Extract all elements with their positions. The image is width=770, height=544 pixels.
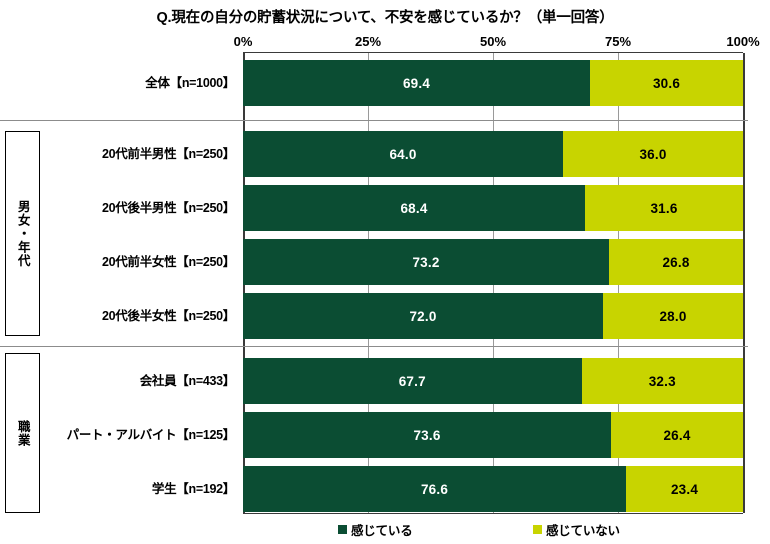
bar-value-label: 23.4 [670,481,699,497]
legend-label: 感じている [351,524,413,538]
bar-segment: 30.6 [590,60,743,106]
bar-segment: 28.0 [603,293,743,339]
bar-segment: 36.0 [563,131,743,177]
x-axis-tick: 50% [479,34,507,49]
stacked-bar: 69.4 30.6 [243,60,743,106]
bar-segment: 31.6 [585,185,743,231]
bar-value-label: 72.0 [409,308,437,324]
bar-segment: 73.6 [243,412,611,458]
legend-item[interactable]: 感じていない [533,520,620,539]
bar-value-label: 36.0 [639,146,667,162]
group-bracket: 職業 [5,353,40,513]
bar-value-label: 67.7 [398,373,426,389]
bar-value-label: 31.6 [650,200,678,216]
legend-item[interactable]: 感じている [338,520,413,539]
bar-value-label: 26.4 [663,427,691,443]
row-label: 会社員【n=433】 [139,374,236,388]
row-label: 全体【n=1000】 [145,76,235,90]
bar-segment: 23.4 [626,466,743,512]
section-divider [0,120,748,121]
bar-segment: 26.4 [611,412,743,458]
bar-segment: 68.4 [243,185,585,231]
bar-segment: 64.0 [243,131,563,177]
legend-swatch-icon [533,525,542,534]
bar-value-label: 69.4 [402,75,431,91]
bar-segment: 69.4 [243,60,590,106]
bar-value-label: 76.6 [420,481,449,497]
legend-swatch-icon [338,525,347,534]
gridline [743,53,745,513]
row-label: 20代後半女性【n=250】 [102,309,235,323]
stacked-bar: 72.0 28.0 [243,293,743,339]
row-label: 20代後半男性【n=250】 [102,201,235,215]
bar-segment: 26.8 [609,239,743,285]
x-axis-tick: 100% [726,34,760,49]
chart-legend: 感じている 感じていない [243,520,743,540]
bar-segment: 76.6 [243,466,626,512]
bar-value-label: 68.4 [400,200,428,216]
stacked-bar: 73.6 26.4 [243,412,743,458]
x-axis-tick: 25% [354,34,382,49]
stacked-bar: 73.2 26.8 [243,239,743,285]
group-label: 男女・年代 [15,199,30,268]
bar-value-label: 30.6 [652,75,681,91]
bar-value-label: 73.6 [413,427,441,443]
row-label: 20代前半女性【n=250】 [102,255,235,269]
bar-value-label: 64.0 [389,146,417,162]
bar-value-label: 73.2 [412,254,440,270]
section-divider [0,346,748,347]
row-label: パート・アルバイト【n=125】 [66,428,236,442]
bar-segment: 72.0 [243,293,603,339]
x-axis-tick: 75% [604,34,632,49]
row-label: 学生【n=192】 [151,482,235,496]
x-axis-tick: 0% [233,34,253,49]
stacked-bar: 64.0 36.0 [243,131,743,177]
stacked-bar: 67.7 32.3 [243,358,743,404]
row-label: 20代前半男性【n=250】 [102,147,235,161]
bar-value-label: 32.3 [648,373,676,389]
bar-value-label: 26.8 [662,254,690,270]
chart-title: Q.現在の自分の貯蓄状況について、不安を感じているか？（単一回答） [156,10,614,26]
bar-segment: 73.2 [243,239,609,285]
bar-value-label: 28.0 [659,308,687,324]
bar-segment: 67.7 [243,358,582,404]
x-axis-tick-labels: 0% 25% 50% 75% 100% [234,34,760,52]
legend-label: 感じていない [546,524,620,538]
stacked-bar: 76.6 23.4 [243,466,743,512]
stacked-bar: 68.4 31.6 [243,185,743,231]
group-label: 職業 [15,419,30,447]
group-bracket: 男女・年代 [5,131,40,336]
bar-segment: 32.3 [581,358,743,404]
